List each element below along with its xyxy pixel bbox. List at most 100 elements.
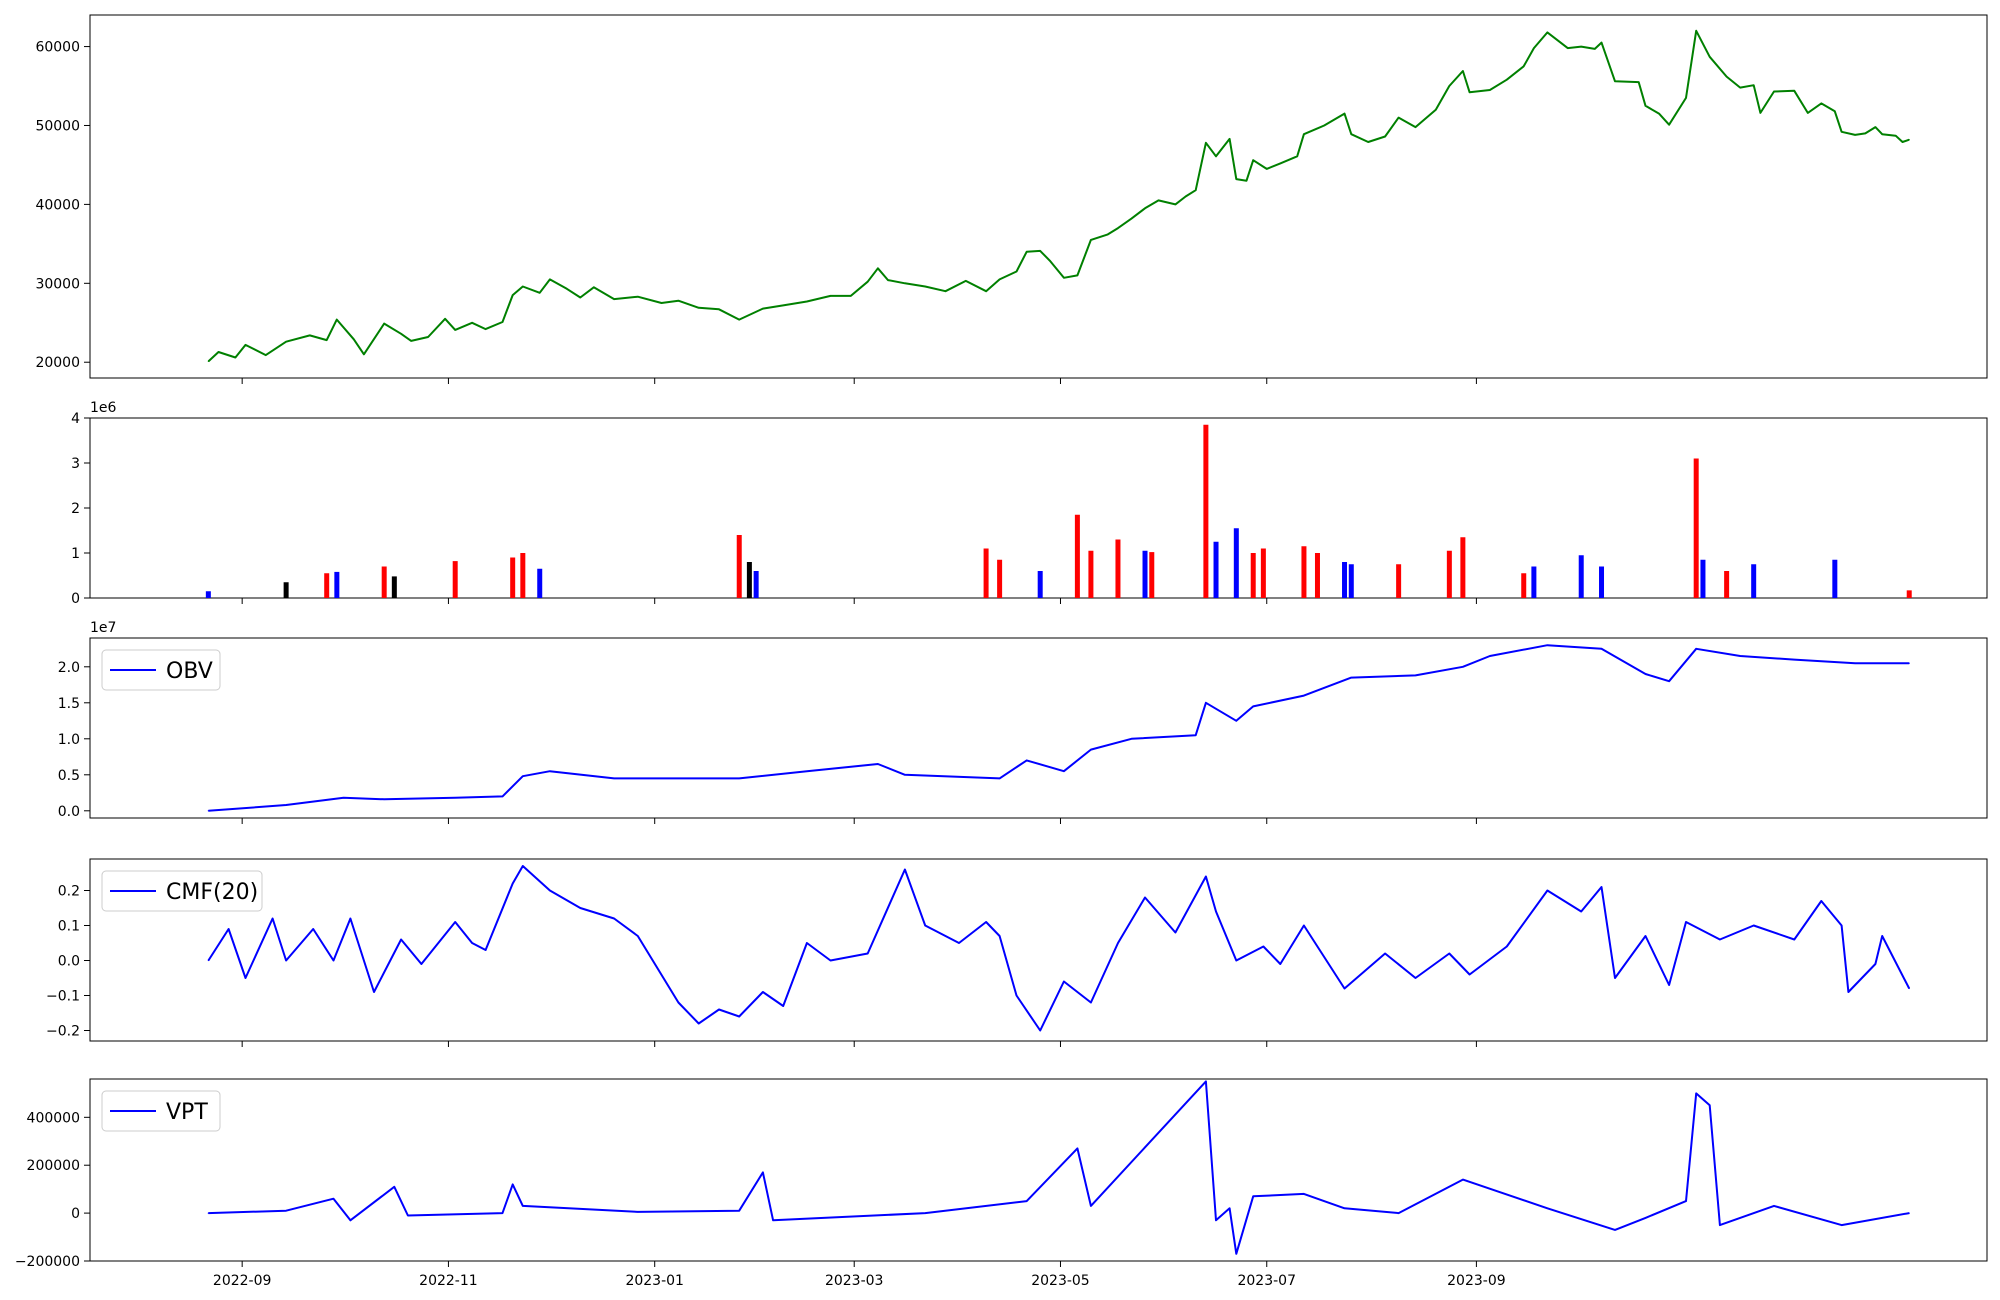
data-point xyxy=(867,281,869,283)
data-point xyxy=(207,810,209,812)
data-point xyxy=(738,319,740,321)
data-point xyxy=(1350,677,1352,679)
data-point xyxy=(1235,178,1237,180)
volume-bar xyxy=(1578,555,1584,598)
data-point xyxy=(501,795,504,798)
data-point xyxy=(985,290,987,292)
volume-bar xyxy=(1037,571,1043,598)
data-point xyxy=(738,1210,740,1212)
data-point xyxy=(698,307,700,309)
data-point xyxy=(1184,195,1187,198)
data-point xyxy=(1881,133,1883,135)
data-point xyxy=(677,300,679,302)
volume-bar xyxy=(1233,528,1239,598)
y-tick-label: 30000 xyxy=(35,276,80,292)
y-tick-label: 20000 xyxy=(35,355,80,371)
volume-bar xyxy=(1074,514,1080,598)
data-point xyxy=(1469,973,1471,976)
data-point xyxy=(1644,673,1647,675)
data-point xyxy=(1414,126,1417,128)
data-point xyxy=(312,928,314,930)
data-point xyxy=(383,798,385,800)
data-point xyxy=(1773,1205,1775,1207)
volume-bar xyxy=(736,535,742,598)
data-point xyxy=(265,354,267,356)
data-point xyxy=(1215,910,1217,913)
data-point xyxy=(1881,935,1883,937)
data-point xyxy=(522,1205,524,1207)
data-point xyxy=(782,1005,784,1007)
data-point xyxy=(1840,131,1843,133)
panel-obv: 0.0 0.5 1.0 1.5 2.0 1e7 OBV xyxy=(58,620,1988,824)
volume-bar xyxy=(391,576,397,598)
data-point xyxy=(1252,159,1254,161)
data-point xyxy=(1489,655,1491,657)
volume-bar xyxy=(1260,548,1266,598)
data-point xyxy=(512,882,514,885)
data-point xyxy=(326,339,328,341)
data-point xyxy=(1685,1200,1687,1202)
data-point xyxy=(1195,734,1197,736)
y-tick-label: 3 xyxy=(71,456,80,472)
data-point xyxy=(207,360,209,363)
data-point xyxy=(1262,945,1264,948)
volume-bar xyxy=(1314,553,1320,598)
data-point xyxy=(924,285,926,288)
data-point xyxy=(1739,655,1741,657)
volume-bar xyxy=(381,566,387,598)
data-point xyxy=(1506,79,1508,81)
volume-bar xyxy=(1149,552,1155,598)
data-point xyxy=(1462,666,1464,668)
axes-frame xyxy=(89,1078,1988,1262)
data-point xyxy=(762,307,764,310)
volume-bar xyxy=(1460,537,1466,598)
data-point xyxy=(1266,168,1268,170)
data-point xyxy=(207,1212,209,1214)
data-point xyxy=(1793,938,1795,941)
data-point xyxy=(1840,924,1843,927)
series-line-cmf xyxy=(207,865,1911,1032)
data-point xyxy=(512,294,514,296)
volume-bar xyxy=(1115,539,1121,598)
data-point xyxy=(1462,1178,1464,1181)
data-point xyxy=(1614,977,1616,979)
volume-bar xyxy=(1301,546,1307,598)
data-point xyxy=(698,777,700,780)
data-point xyxy=(924,1212,926,1214)
data-point xyxy=(1668,680,1670,682)
data-point xyxy=(522,865,524,867)
data-point xyxy=(512,1183,514,1185)
data-point xyxy=(1793,659,1795,661)
panel-price: 20000 30000 40000 50000 60000 xyxy=(35,14,1988,384)
data-point xyxy=(579,296,581,299)
data-point xyxy=(1090,749,1092,751)
data-point xyxy=(637,935,639,937)
data-point xyxy=(829,295,832,297)
data-point xyxy=(309,334,311,336)
data-point xyxy=(471,322,473,324)
data-point xyxy=(383,322,385,325)
x-tick-label: 2023-01 xyxy=(625,1273,684,1289)
data-point xyxy=(1567,47,1569,49)
data-point xyxy=(613,917,615,920)
data-point xyxy=(944,290,947,292)
data-point xyxy=(718,308,720,310)
data-point xyxy=(400,333,402,335)
data-point xyxy=(1546,644,1549,646)
data-point xyxy=(1215,155,1217,157)
data-point xyxy=(1235,1253,1237,1255)
data-point xyxy=(363,353,365,355)
data-point xyxy=(454,329,456,331)
volume-bar xyxy=(983,548,989,598)
data-point xyxy=(427,336,429,338)
data-point xyxy=(1343,987,1346,990)
data-point xyxy=(1793,90,1795,92)
axis-offset-label: 1e6 xyxy=(90,400,117,416)
data-point xyxy=(1709,1104,1711,1106)
data-point xyxy=(1296,155,1298,157)
data-point xyxy=(549,278,551,280)
data-point xyxy=(1594,48,1596,50)
data-point xyxy=(1506,945,1508,948)
data-point xyxy=(1235,959,1237,962)
data-point xyxy=(1448,952,1450,955)
